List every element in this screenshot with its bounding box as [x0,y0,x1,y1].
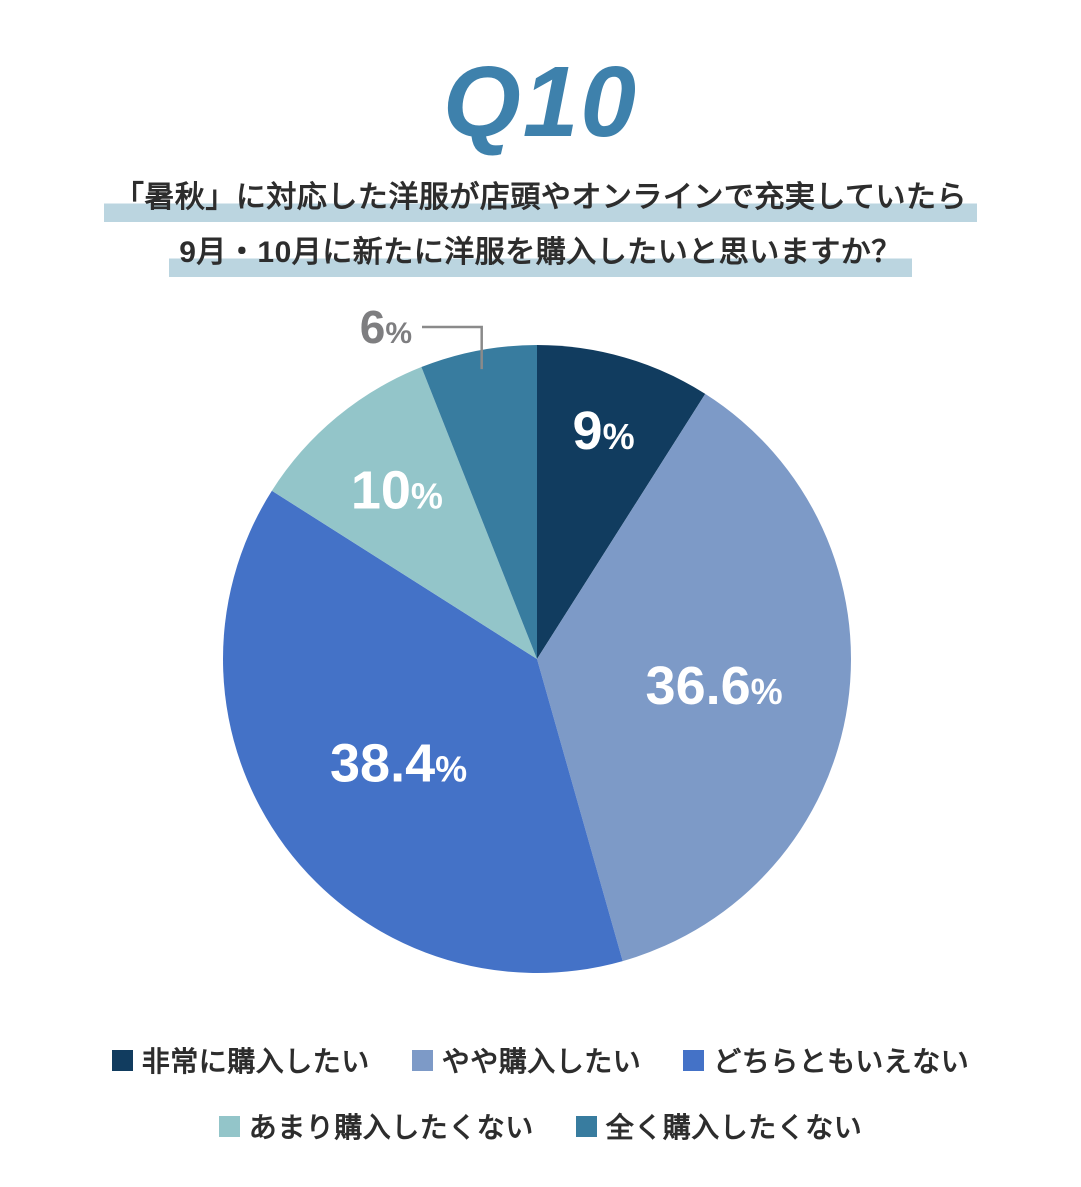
legend-item-4: 全く購入したくない [575,1106,863,1146]
legend-label: 非常に購入したい [141,1046,370,1077]
legend-row-1: 非常に購入したい やや購入したい どちらともいえない [111,1040,969,1080]
pie-slice-label-0: 9% [573,401,635,461]
pie-slice-0 [537,345,706,659]
legend-swatch-icon [683,1049,705,1071]
pie-slice-1 [537,393,851,962]
question-line-1: 「暑秋」に対応した洋服が店頭やオンラインで充実していたら [0,178,1081,222]
legend-item-3: あまり購入したくない [218,1106,534,1146]
legend-swatch-icon [218,1115,240,1137]
pie-slice-2 [223,490,623,973]
legend-row-2: あまり購入したくない 全く購入したくない [218,1106,863,1146]
question-line-2-text: 9月・10月に新たに洋服を購入したいと思いますか？ [169,233,912,277]
legend-swatch-icon [411,1049,433,1071]
legend-label: あまり購入したくない [248,1112,534,1143]
question-line-2: 9月・10月に新たに洋服を購入したいと思いますか？ [0,233,1081,277]
legend-label: 全く購入したくない [605,1112,863,1143]
pie-slice-4 [421,345,537,659]
question-line-1-text: 「暑秋」に対応した洋服が店頭やオンラインで充実していたら [103,178,978,222]
pie-slice-label-4: 6% [360,301,412,353]
legend-item-1: やや購入したい [411,1040,642,1080]
pie-slice-label-2: 38.4% [330,733,467,793]
pie-chart: 9% 36.6% 38.4% 10% 6% [223,301,851,973]
legend-item-2: どちらともいえない [683,1040,969,1080]
chart-legend: 非常に購入したい やや購入したい どちらともいえないあまり購入したくない 全く購入した… [0,1040,1081,1146]
legend-label: どちらともいえない [713,1046,970,1077]
legend-label: やや購入したい [441,1046,642,1077]
pie-slice-3 [271,367,537,659]
question-block: 「暑秋」に対応した洋服が店頭やオンラインで充実していたら 9月・10月に新たに洋… [0,178,1081,288]
pie-slice-label-1: 36.6% [646,656,783,716]
legend-item-0: 非常に購入したい [111,1040,370,1080]
legend-swatch-icon [575,1115,597,1137]
page-title: Q10 [442,46,638,158]
callout-line [422,325,483,370]
legend-swatch-icon [111,1049,133,1071]
pie-slice-label-3: 10% [351,461,443,521]
